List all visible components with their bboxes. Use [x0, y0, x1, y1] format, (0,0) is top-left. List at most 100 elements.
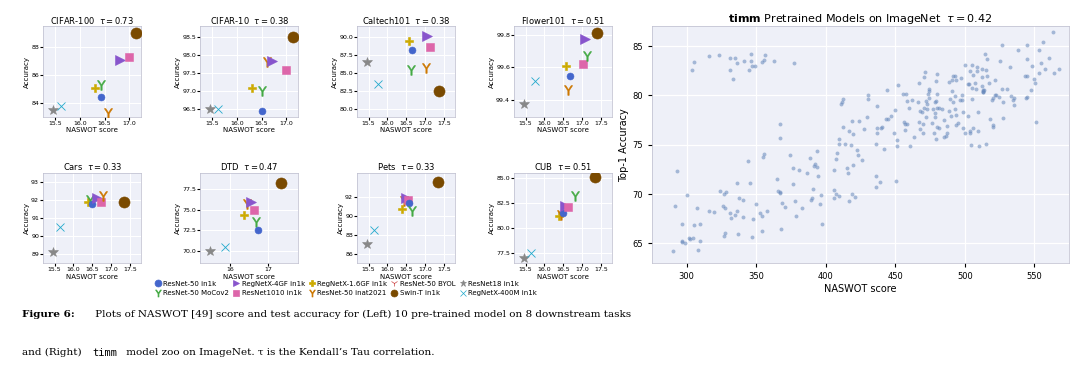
- Point: [905, 133, 922, 139]
- Point: [947, 122, 964, 128]
- Point: [987, 77, 1004, 83]
- Point: [962, 142, 980, 148]
- Point: [887, 178, 904, 184]
- Point: [969, 64, 986, 70]
- Point: [1024, 63, 1041, 69]
- Point: [1030, 70, 1048, 76]
- Point: [1002, 93, 1020, 99]
- Point: [984, 124, 1001, 130]
- Point: [974, 89, 991, 95]
- Point: [929, 105, 946, 111]
- Point: [946, 92, 963, 99]
- Point: [918, 106, 935, 112]
- Point: [910, 119, 928, 125]
- Point: [772, 121, 789, 127]
- Point: [716, 230, 733, 236]
- Point: [781, 152, 798, 158]
- Point: [1051, 66, 1068, 72]
- Point: [831, 193, 848, 199]
- Point: [919, 91, 936, 97]
- Point: [926, 99, 943, 105]
- X-axis label: NASWOT score: NASWOT score: [380, 274, 432, 280]
- Title: Caltech101  $\tau = 0.38$: Caltech101 $\tau = 0.38$: [362, 15, 450, 26]
- Point: [882, 113, 900, 119]
- Point: [944, 88, 961, 94]
- Point: [1044, 29, 1062, 35]
- Point: [744, 234, 761, 240]
- Point: [777, 204, 794, 210]
- Point: [842, 191, 860, 197]
- Point: [752, 210, 769, 216]
- Point: [859, 114, 876, 120]
- Point: [978, 56, 996, 62]
- Point: [920, 88, 937, 94]
- Point: [720, 55, 738, 61]
- Point: [926, 114, 943, 120]
- Point: [744, 216, 761, 222]
- Point: [834, 99, 851, 105]
- Point: [953, 97, 970, 103]
- Point: [921, 96, 939, 102]
- Point: [808, 164, 825, 170]
- Point: [784, 165, 801, 171]
- Point: [754, 59, 771, 65]
- Point: [853, 158, 870, 164]
- Point: [976, 51, 994, 57]
- Point: [691, 238, 708, 244]
- Point: [754, 228, 771, 234]
- Point: [984, 95, 1001, 101]
- Point: [939, 130, 956, 136]
- Legend: ResNet-50 in1k, ResNet-50 MoCov2, RegNetX-4GF in1k, ResNet1010 in1k, RegNetX-1.6: ResNet-50 in1k, ResNet-50 MoCov2, RegNet…: [154, 281, 537, 296]
- Point: [729, 179, 746, 185]
- Point: [1032, 59, 1050, 65]
- Y-axis label: Accuracy: Accuracy: [338, 202, 343, 234]
- Point: [955, 126, 972, 132]
- Y-axis label: Accuracy: Accuracy: [24, 56, 30, 88]
- Point: [897, 98, 915, 104]
- X-axis label: NASWOT score: NASWOT score: [224, 274, 275, 280]
- Point: [981, 116, 998, 122]
- Point: [868, 103, 886, 109]
- Point: [835, 97, 852, 103]
- Point: [961, 130, 978, 136]
- Point: [1001, 64, 1018, 70]
- Point: [964, 125, 982, 131]
- Point: [879, 116, 896, 122]
- Point: [981, 80, 998, 86]
- Point: [953, 75, 970, 81]
- Point: [843, 118, 861, 124]
- Point: [917, 99, 934, 105]
- Point: [960, 81, 977, 87]
- Y-axis label: Accuracy: Accuracy: [488, 56, 495, 88]
- Point: [813, 221, 831, 227]
- Point: [1005, 102, 1023, 108]
- Point: [812, 192, 829, 198]
- Title: CIFAR-100  $\tau = 0.73$: CIFAR-100 $\tau = 0.73$: [51, 15, 134, 26]
- Point: [855, 126, 873, 132]
- X-axis label: NASWOT score: NASWOT score: [224, 127, 275, 133]
- Point: [835, 124, 852, 130]
- Point: [747, 200, 765, 206]
- Point: [827, 191, 845, 197]
- Point: [959, 113, 976, 119]
- Point: [847, 194, 864, 200]
- Point: [923, 120, 941, 126]
- Point: [914, 130, 931, 136]
- Point: [964, 73, 982, 79]
- Point: [915, 121, 932, 127]
- Point: [868, 125, 886, 131]
- X-axis label: NASWOT score: NASWOT score: [66, 127, 118, 133]
- Title: Cars  $\tau = 0.33$: Cars $\tau = 0.33$: [63, 161, 122, 172]
- Point: [758, 208, 775, 214]
- Point: [897, 91, 915, 97]
- Point: [868, 130, 886, 136]
- Point: [977, 67, 995, 73]
- Point: [987, 91, 1004, 97]
- Point: [742, 51, 759, 57]
- Point: [743, 58, 760, 64]
- Point: [948, 77, 966, 83]
- Point: [940, 79, 957, 85]
- Point: [949, 120, 967, 126]
- Point: [711, 188, 728, 194]
- Point: [666, 203, 684, 209]
